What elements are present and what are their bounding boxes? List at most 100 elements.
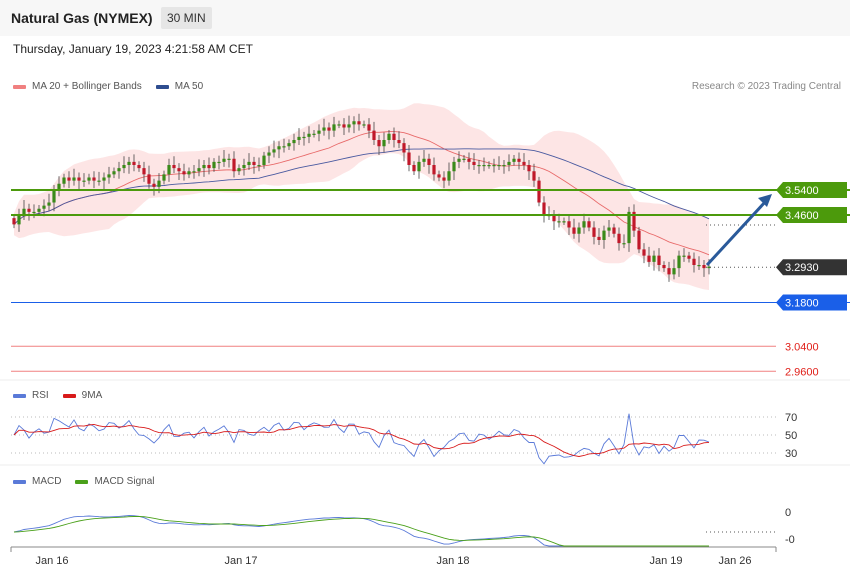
candle-body — [667, 268, 671, 275]
candle — [227, 153, 231, 168]
candle — [292, 133, 296, 151]
candle — [312, 130, 316, 138]
candle — [17, 208, 21, 232]
candle-body — [582, 221, 586, 228]
macd-signal-legend-label: MACD Signal — [94, 476, 155, 487]
candle-body — [692, 258, 696, 265]
ma20-legend-swatch — [13, 84, 26, 89]
candle-body — [662, 265, 666, 269]
candle-body — [462, 158, 466, 160]
candle — [632, 204, 636, 237]
candle-body — [97, 180, 101, 182]
candle — [247, 153, 251, 170]
candle — [122, 156, 126, 174]
candle — [377, 135, 381, 155]
level-label: 3.0400 — [785, 341, 819, 353]
candle — [232, 151, 236, 178]
candle — [657, 248, 661, 272]
macd-line — [13, 515, 709, 547]
candle — [62, 173, 66, 188]
candle-body — [517, 158, 521, 162]
candle — [582, 213, 586, 234]
rsi-legend: RSI 9MA — [13, 390, 102, 401]
candle-body — [322, 127, 326, 131]
candle — [37, 205, 41, 216]
candle-body — [357, 121, 361, 125]
candle — [87, 173, 91, 185]
candle — [562, 217, 566, 225]
candle-body — [362, 124, 366, 126]
candle-body — [587, 221, 591, 228]
candle-body — [412, 165, 416, 172]
candle — [417, 155, 421, 179]
candle-body — [87, 177, 91, 181]
candle-body — [352, 121, 356, 125]
candle — [107, 166, 111, 184]
candle — [667, 261, 671, 282]
candle — [27, 203, 31, 221]
candle-body — [442, 177, 446, 181]
ma20-legend-label: MA 20 + Bollinger Bands — [32, 81, 142, 92]
candle — [527, 160, 531, 180]
ma9-legend-swatch — [62, 393, 76, 398]
candle-body — [37, 208, 41, 212]
macd-legend-swatch — [13, 479, 26, 484]
candle-body — [477, 165, 481, 167]
candle — [22, 200, 26, 220]
candle — [277, 141, 281, 159]
candle — [662, 261, 666, 272]
candle — [407, 145, 411, 172]
candle-body — [77, 177, 81, 181]
candle — [382, 132, 386, 153]
macd-signal-legend-swatch — [75, 479, 89, 484]
candle-body — [222, 158, 226, 162]
candle-body — [542, 202, 546, 215]
candle-body — [497, 165, 501, 167]
candle-body — [192, 171, 196, 173]
candle — [387, 130, 391, 144]
candle-body — [242, 165, 246, 169]
candle — [442, 171, 446, 189]
candle-body — [122, 165, 126, 169]
candle — [252, 156, 256, 174]
candle-body — [102, 177, 106, 181]
candle-body — [187, 171, 191, 175]
macd-tick-label: -0 — [785, 534, 795, 546]
candle — [327, 122, 331, 140]
timeframe-badge[interactable]: 30 MIN — [161, 7, 212, 29]
candle-body — [267, 152, 271, 156]
candle — [617, 227, 621, 251]
level-badge — [776, 182, 847, 198]
macd-signal-line — [13, 516, 709, 547]
candle-body — [562, 221, 566, 223]
datetime-label: Thursday, January 19, 2023 4:21:58 AM CE… — [13, 42, 253, 56]
candle-body — [332, 124, 336, 131]
candle — [542, 196, 546, 223]
candle — [117, 161, 121, 179]
candle — [72, 168, 76, 186]
candle — [212, 158, 216, 172]
ma20-line — [13, 131, 710, 256]
candle — [522, 153, 526, 170]
candle — [302, 131, 306, 146]
candle-body — [557, 221, 561, 223]
candle — [287, 139, 291, 150]
candle — [102, 172, 106, 190]
candle — [282, 138, 286, 153]
candle — [142, 161, 146, 182]
candle-body — [522, 161, 526, 165]
candle-body — [702, 265, 706, 269]
candle-body — [677, 255, 681, 269]
candle-body — [152, 183, 156, 187]
candle — [467, 152, 471, 170]
candle — [177, 163, 181, 180]
candle-body — [472, 161, 476, 165]
candle-body — [572, 227, 576, 234]
level-label: 3.4600 — [785, 210, 819, 222]
candle-body — [392, 133, 396, 140]
candle — [137, 161, 141, 172]
candle — [322, 118, 326, 136]
candle-body — [652, 255, 656, 262]
candle — [207, 157, 211, 175]
